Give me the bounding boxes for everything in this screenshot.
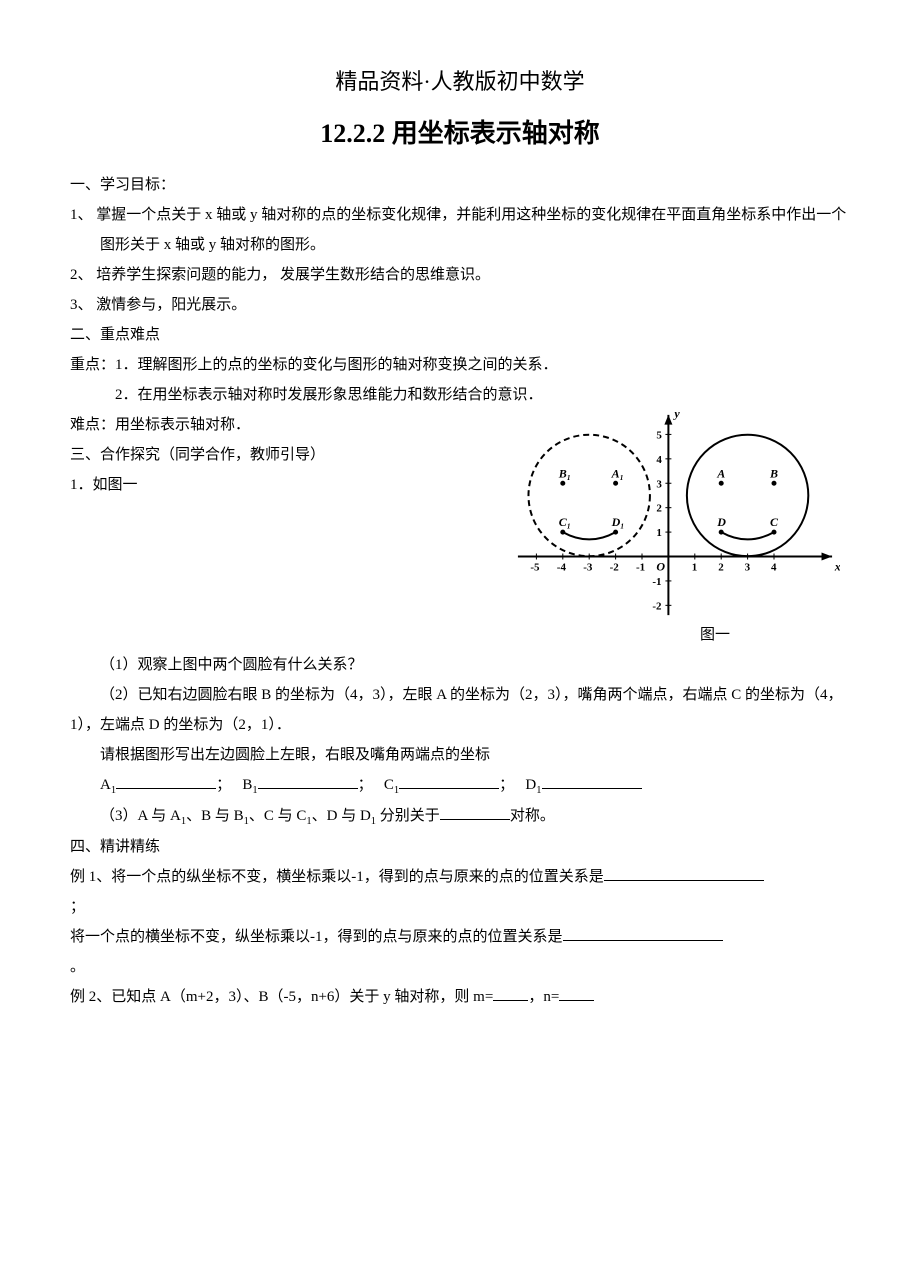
doc-header: 精品资料·人教版初中数学 xyxy=(70,60,850,104)
svg-text:B: B xyxy=(769,466,778,480)
keypoint-1: 重点：1．理解图形上的点的坐标的变化与图形的轴对称变换之间的关系． xyxy=(70,350,850,380)
goal-1: 1、 掌握一个点关于 x 轴或 y 轴对称的点的坐标变化规律，并能利用这种坐标的… xyxy=(70,200,850,260)
example-2: 例 2、已知点 A（m+2，3）、B（-5，n+6）关于 y 轴对称，则 m=，… xyxy=(70,982,850,1012)
blank-m[interactable] xyxy=(493,985,528,1001)
svg-text:A₁: A₁ xyxy=(611,466,624,480)
svg-text:D₁: D₁ xyxy=(611,515,625,529)
semi: ； xyxy=(70,892,850,922)
example-1: 例 1、将一个点的纵坐标不变，横坐标乘以-1，得到的点与原来的点的位置关系是 xyxy=(70,862,850,892)
blank-d1[interactable] xyxy=(542,773,642,789)
svg-text:-5: -5 xyxy=(530,562,540,574)
svg-text:4: 4 xyxy=(656,454,662,466)
goal-3: 3、 激情参与，阳光展示。 xyxy=(70,290,850,320)
label-d1: D1 xyxy=(525,777,541,793)
blank-c1[interactable] xyxy=(399,773,499,789)
blank-ex1b[interactable] xyxy=(563,925,723,941)
section-4-heading: 四、精讲精练 xyxy=(70,832,850,862)
doc-title: 12.2.2 用坐标表示轴对称 xyxy=(70,108,850,160)
question-2b: 请根据图形写出左边圆脸上左眼，右眼及嘴角两端点的坐标 xyxy=(70,740,850,770)
svg-text:1: 1 xyxy=(656,527,662,539)
blank-b1[interactable] xyxy=(258,773,358,789)
example-1b: 将一个点的横坐标不变，纵坐标乘以-1，得到的点与原来的点的位置关系是 xyxy=(70,922,850,952)
section-2-heading: 二、重点难点 xyxy=(70,320,850,350)
svg-text:x: x xyxy=(834,560,840,574)
question-3: （3）A 与 A1、B 与 B1、C 与 C1、D 与 D1 分别关于对称。 xyxy=(70,801,850,832)
goal-1-text: 1、 掌握一个点关于 x 轴或 y 轴对称的点的坐标变化规律，并能利用这种坐标的… xyxy=(100,200,850,260)
svg-text:-1: -1 xyxy=(636,562,645,574)
figure-caption: 图一 xyxy=(700,620,730,650)
goal-2: 2、 培养学生探索问题的能力， 发展学生数形结合的思维意识。 xyxy=(70,260,850,290)
figure-one: x y O -5 -4 -3 -2 -1 1 2 3 4 1 2 3 4 5 -1 -2 A B D C B₁ A₁ C₁ D₁ xyxy=(510,410,840,620)
svg-text:-4: -4 xyxy=(557,562,567,574)
blank-a1[interactable] xyxy=(116,773,216,789)
svg-text:D: D xyxy=(716,515,726,529)
svg-text:1: 1 xyxy=(692,562,698,574)
section-1-heading: 一、学习目标： xyxy=(70,170,850,200)
question-2: （2）已知右边圆脸右眼 B 的坐标为（4，3），左眼 A 的坐标为（2，3），嘴… xyxy=(70,680,850,740)
question-1: （1）观察上图中两个圆脸有什么关系？ xyxy=(70,650,850,680)
svg-text:C: C xyxy=(770,515,779,529)
svg-text:2: 2 xyxy=(656,503,662,515)
svg-text:-2: -2 xyxy=(610,562,620,574)
label-a1: A1 xyxy=(100,777,116,793)
svg-text:B₁: B₁ xyxy=(558,466,571,480)
svg-text:-1: -1 xyxy=(652,576,661,588)
svg-text:3: 3 xyxy=(745,562,751,574)
svg-text:C₁: C₁ xyxy=(559,515,571,529)
svg-text:2: 2 xyxy=(718,562,724,574)
label-c1: C1 xyxy=(384,777,399,793)
svg-text:4: 4 xyxy=(771,562,777,574)
blank-symmetry[interactable] xyxy=(440,804,510,820)
svg-text:O: O xyxy=(656,560,665,574)
label-b1: B1 xyxy=(242,777,257,793)
answer-blanks: A1； B1； C1； D1 xyxy=(70,770,850,801)
period: 。 xyxy=(70,952,850,982)
svg-text:A: A xyxy=(716,466,725,480)
svg-text:5: 5 xyxy=(656,429,662,441)
svg-text:y: y xyxy=(672,410,680,420)
keypoint-2: 2．在用坐标表示轴对称时发展形象思维能力和数形结合的意识． xyxy=(70,380,850,410)
svg-text:-3: -3 xyxy=(583,562,593,574)
svg-text:-2: -2 xyxy=(652,600,662,612)
svg-text:3: 3 xyxy=(656,478,662,490)
blank-ex1a[interactable] xyxy=(604,865,764,881)
blank-n[interactable] xyxy=(559,985,594,1001)
